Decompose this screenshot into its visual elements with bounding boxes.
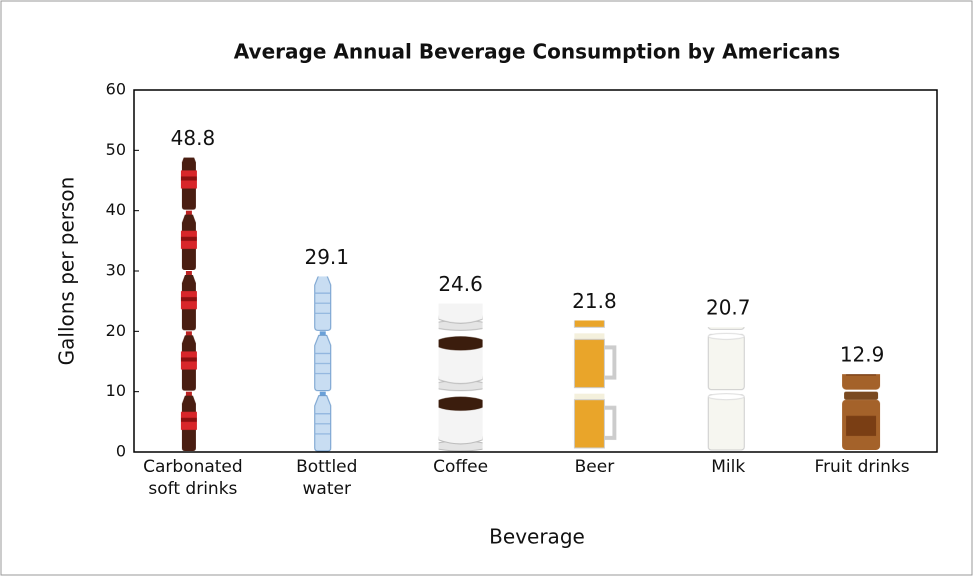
x-tick-label: Bottled water [296,457,358,499]
bar [572,320,617,452]
chart-title: Average Annual Beverage Consumption by A… [234,40,840,64]
x-tick-label: Carbonated soft drinks [143,457,243,499]
x-tick-label: Fruit drinks [814,457,910,477]
value-label: 29.1 [304,245,349,269]
bar [304,276,349,452]
bar [170,157,215,452]
x-axis-label: Beverage [489,525,585,549]
x-tick-label: Milk [711,457,746,477]
x-tick-label: Coffee [433,457,489,477]
y-tick-label: 10 [106,381,126,400]
y-tick-label: 20 [106,321,126,340]
value-label: 20.7 [706,296,751,320]
y-tick-label: 40 [106,200,126,219]
value-label: 12.9 [840,343,885,367]
value-label: 21.8 [572,289,617,313]
bar [438,303,483,452]
plot-frame [133,89,938,453]
y-tick-label: 30 [106,261,126,280]
value-label: 48.8 [171,126,216,150]
value-label: 24.6 [438,272,483,296]
x-tick-label: Beer [574,457,615,477]
bar [706,327,751,452]
y-tick-label: 50 [106,140,126,159]
y-axis-label: Gallons per person [55,177,79,366]
y-tick-label: 0 [116,442,126,461]
bar [840,374,885,452]
y-tick-label: 60 [106,80,126,99]
